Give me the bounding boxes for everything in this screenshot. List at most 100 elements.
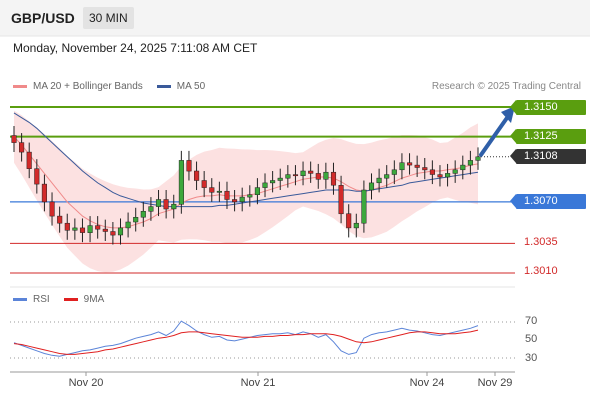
candle <box>422 167 428 171</box>
candle <box>79 227 86 233</box>
candle <box>163 199 169 210</box>
x-tick-nov20: Nov 20 <box>68 377 104 389</box>
candle <box>475 156 481 161</box>
candle <box>346 213 352 229</box>
candle <box>178 160 184 205</box>
candle <box>445 173 451 178</box>
candle <box>368 182 375 191</box>
bollinger-band <box>14 110 478 273</box>
candle <box>148 206 154 212</box>
candle <box>194 170 200 181</box>
level-label-r1: 1.3125 <box>510 129 586 144</box>
candle <box>292 174 299 177</box>
rsi-tick-70: 70 <box>525 315 538 327</box>
timeframe-button[interactable]: 30 MIN <box>83 7 134 29</box>
legend-swatch-9ma <box>63 298 78 301</box>
candle <box>239 196 245 203</box>
candle <box>155 199 162 207</box>
candle <box>64 222 70 231</box>
candle <box>399 162 405 171</box>
candle <box>353 222 359 229</box>
candle <box>247 194 253 198</box>
timestamp: Monday, November 24, 2025 7:11:08 AM CET <box>13 41 258 55</box>
candle <box>429 169 435 175</box>
rsi-tick-30: 30 <box>525 352 538 364</box>
rsi-line <box>13 320 479 357</box>
legend-rsi: RSI <box>13 294 50 305</box>
candle <box>117 227 124 236</box>
candle <box>315 173 321 180</box>
legend-swatch-rsi <box>13 298 27 301</box>
candle <box>11 135 17 143</box>
symbol-title: GBP/USD <box>11 10 75 26</box>
candle <box>72 227 78 231</box>
level-label-r2: 1.3150 <box>510 100 586 115</box>
candle <box>270 180 276 184</box>
candle <box>201 180 207 188</box>
candle <box>308 170 314 174</box>
candle <box>110 231 116 236</box>
legend-swatch-ma20 <box>13 85 27 88</box>
candle <box>361 189 367 224</box>
candle <box>452 169 458 174</box>
candle <box>26 151 32 169</box>
candle <box>19 142 25 153</box>
x-tick-nov24: Nov 24 <box>409 377 445 389</box>
ma20-line <box>13 136 479 229</box>
level-label-s1: 1.3035 <box>524 236 558 248</box>
rsi-legend: RSI 9MA <box>13 294 118 305</box>
candle <box>467 160 473 166</box>
legend-label-9ma: 9MA <box>83 294 105 305</box>
candle <box>460 164 466 171</box>
candle <box>232 199 238 203</box>
candle <box>125 221 131 229</box>
candle <box>57 215 63 224</box>
candle <box>300 170 306 176</box>
candle <box>209 187 215 193</box>
legend-swatch-ma50 <box>156 85 171 88</box>
candle <box>254 187 260 195</box>
candle <box>102 228 108 232</box>
legend-ma50: MA 50 <box>156 81 206 92</box>
candle <box>277 177 283 181</box>
candle <box>49 201 55 217</box>
candle <box>330 171 337 186</box>
candle <box>285 174 291 179</box>
legend-label-ma20: MA 20 + Bollinger Bands <box>33 81 143 92</box>
candle <box>216 190 222 193</box>
x-tick-nov21: Nov 21 <box>240 377 276 389</box>
x-tick-nov29: Nov 29 <box>477 377 513 389</box>
candle <box>186 160 192 172</box>
candle <box>323 171 329 180</box>
legend-9ma: 9MA <box>63 294 105 305</box>
rsi-tick-50: 50 <box>525 333 538 345</box>
legend-ma20: MA 20 + Bollinger Bands <box>13 81 143 92</box>
legend-label-ma50: MA 50 <box>176 81 206 92</box>
candle <box>384 174 390 179</box>
candle <box>262 182 268 188</box>
copyright-text: Research © 2025 Trading Central <box>431 81 581 92</box>
price-legend: MA 20 + Bollinger Bands MA 50 <box>13 81 219 92</box>
candle <box>224 190 230 200</box>
candle <box>140 211 146 218</box>
candle <box>41 183 47 203</box>
candle <box>34 168 40 185</box>
toolbar: GBP/USD 30 MIN <box>0 0 590 36</box>
candle <box>171 203 177 210</box>
legend-label-rsi: RSI <box>33 294 50 305</box>
level-label-s2: 1.3010 <box>524 265 558 277</box>
candle <box>376 177 382 184</box>
candle <box>338 185 344 215</box>
candle <box>95 225 101 230</box>
candle <box>407 162 413 166</box>
forecast-arrow <box>479 113 511 157</box>
current-price-label: 1.3108 <box>510 149 586 164</box>
candle <box>391 169 397 175</box>
candle <box>414 164 420 168</box>
candle <box>87 225 93 233</box>
candle <box>437 174 443 178</box>
level-label-pivot: 1.3070 <box>510 194 586 209</box>
rsi-9ma-line <box>13 329 479 355</box>
